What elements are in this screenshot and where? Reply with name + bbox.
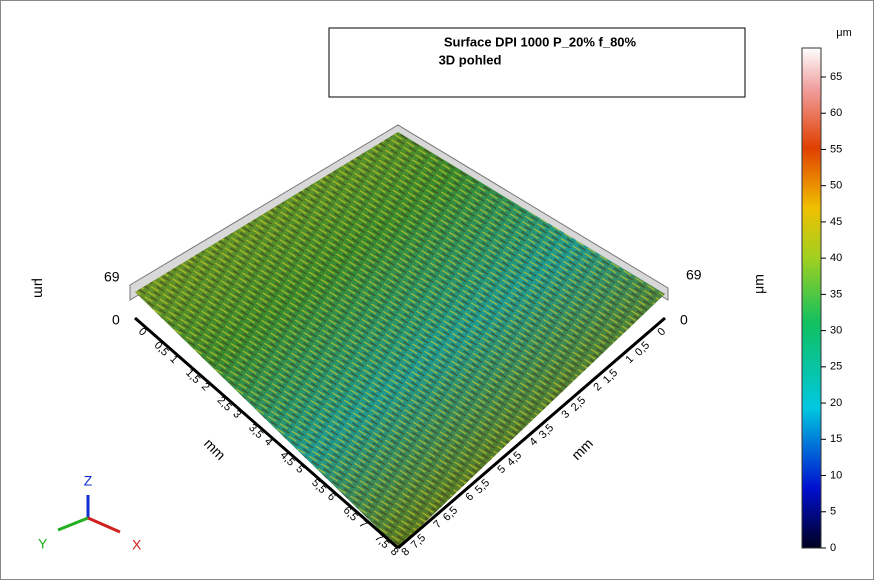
x-tick-label: 7	[356, 518, 369, 531]
triad-y: Y	[38, 536, 48, 552]
y-tick-label: 1	[623, 353, 636, 366]
x-tick-label: 4,5	[278, 449, 297, 468]
colorbar-tick-label: 15	[830, 433, 842, 445]
z-max-left: 69	[104, 269, 120, 285]
y-tick-label: 6	[463, 491, 476, 504]
x-tick-label: 6	[325, 491, 338, 504]
colorbar-tick-label: 45	[830, 216, 842, 228]
y-tick-label: 7	[431, 518, 444, 531]
colorbar-tick-label: 10	[830, 469, 842, 481]
colorbar-tick-label: 25	[830, 361, 842, 373]
z-max-right: 69	[686, 267, 702, 283]
y-tick-label: 8	[399, 546, 412, 559]
x-tick-label: 5	[293, 463, 306, 476]
triad-x: X	[132, 537, 142, 553]
x-tick-label: 0	[136, 326, 149, 339]
title: Surface DPI 1000 P_20% f_80%	[444, 34, 637, 49]
y-tick-label: 0	[655, 326, 668, 339]
x-unit: mm	[201, 435, 229, 463]
colorbar-tick-label: 60	[830, 107, 842, 119]
x-tick-label: 3	[230, 408, 243, 421]
x-tick-label: 4	[262, 436, 275, 449]
colorbar-tick-label: 5	[830, 506, 836, 518]
colorbar	[802, 48, 821, 548]
z-min-right: 0	[680, 312, 688, 328]
x-tick-label: 8	[388, 546, 401, 559]
colorbar-tick-label: 55	[830, 143, 842, 155]
y-tick-label: 2	[591, 381, 604, 394]
z-unit-left: μm	[31, 278, 47, 298]
colorbar-tick-label: 65	[830, 71, 842, 83]
x-tick-label: 2	[199, 381, 212, 394]
y-unit: mm	[568, 435, 596, 463]
x-tick-label: 3,5	[246, 422, 265, 441]
surface-texture	[135, 132, 665, 548]
x-tick-label: 1,5	[183, 367, 202, 386]
z-unit-right: μm	[751, 274, 767, 294]
colorbar-tick-label: 50	[830, 180, 842, 192]
x-tick-label: 1	[167, 353, 180, 366]
colorbar-tick-label: 0	[830, 542, 836, 554]
y-tick-label: 3	[559, 408, 572, 421]
z-min-left: 0	[112, 312, 120, 328]
y-tick-label: 4	[527, 436, 540, 449]
triad: Z Y X	[38, 473, 142, 553]
colorbar-tick-label: 30	[830, 325, 842, 337]
x-tick-label: 0,5	[152, 339, 171, 358]
colorbar-tick-label: 40	[830, 252, 842, 264]
surface-view: Surface DPI 1000 P_20% f_80% 3D pohled 6…	[0, 0, 874, 580]
colorbar-tick-label: 35	[830, 288, 842, 300]
subtitle: 3D pohled	[439, 52, 502, 67]
triad-z: Z	[84, 473, 93, 489]
colorbar-unit: μm	[836, 27, 852, 39]
y-tick-label: 5	[495, 463, 508, 476]
x-tick-label: 2,5	[215, 394, 234, 413]
colorbar-tick-label: 20	[830, 397, 842, 409]
x-tick-label: 5,5	[309, 477, 328, 496]
